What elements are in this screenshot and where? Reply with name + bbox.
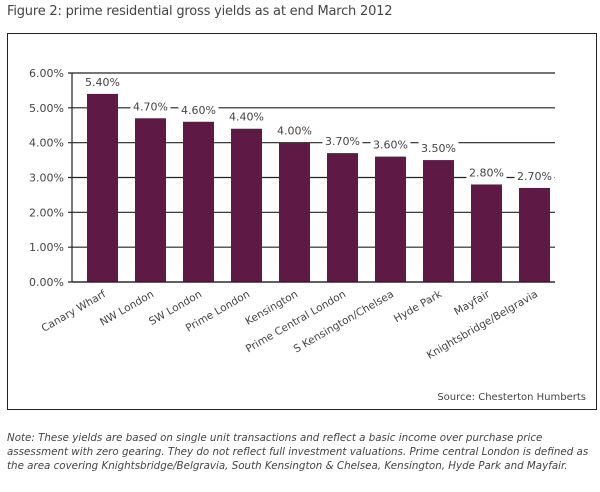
data-label-background [178, 102, 219, 117]
bar [375, 156, 406, 282]
data-label-background [82, 74, 123, 89]
bar [327, 153, 358, 282]
y-tick-label: 0.00% [29, 276, 64, 289]
data-label-background [322, 134, 363, 149]
x-tick-label: Canary Wharf [39, 288, 108, 335]
data-label-background [226, 109, 267, 124]
y-tick-label: 4.00% [29, 137, 64, 150]
data-label: 2.80% [469, 166, 504, 179]
data-label: 4.00% [277, 125, 312, 138]
data-label: 2.70% [517, 170, 552, 183]
data-label-background [418, 141, 459, 156]
bar [135, 118, 166, 283]
bar [231, 128, 262, 282]
bar [519, 187, 550, 282]
data-label: 3.60% [373, 139, 408, 152]
data-label: 3.70% [325, 135, 360, 148]
x-tick-label: Mayfair [452, 288, 492, 318]
footnote: Note: These yields are based on single u… [7, 432, 589, 472]
y-tick-label: 6.00% [29, 67, 64, 80]
bar [279, 142, 310, 282]
x-tick-label: NW London [98, 288, 156, 328]
data-label: 5.40% [85, 76, 120, 89]
bar [471, 184, 502, 282]
y-tick-label: 3.00% [29, 172, 64, 185]
data-label: 4.40% [229, 111, 264, 124]
source-text: Source: Chesterton Humberts [437, 392, 586, 403]
data-label-background [130, 99, 171, 114]
data-label-background [274, 123, 315, 138]
data-label: 4.60% [181, 104, 216, 117]
bar [423, 160, 454, 282]
bar [87, 93, 118, 283]
data-label: 3.50% [421, 142, 456, 155]
bar [183, 121, 214, 283]
data-label-background [466, 165, 507, 180]
data-label-background [370, 137, 411, 152]
data-label-background [514, 168, 555, 183]
y-tick-label: 2.00% [29, 206, 64, 219]
chart-frame [7, 33, 597, 410]
data-label: 4.70% [133, 100, 168, 113]
x-tick-label: Hyde Park [392, 288, 445, 325]
figure-title: Figure 2: prime residential gross yields… [7, 4, 393, 19]
y-tick-label: 5.00% [29, 102, 64, 115]
y-tick-label: 1.00% [29, 241, 64, 254]
